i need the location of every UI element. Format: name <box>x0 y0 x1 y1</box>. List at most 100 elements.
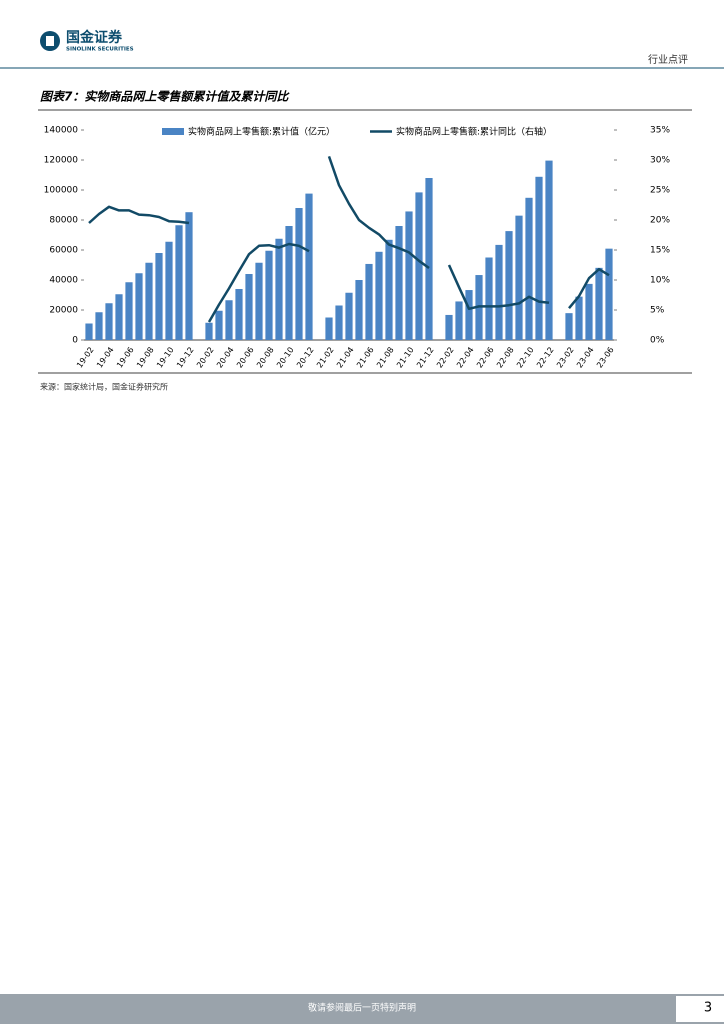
y-tick-label: 20000 <box>49 306 78 316</box>
bar <box>495 244 503 340</box>
bar <box>175 225 183 340</box>
x-tick-label: 23-02 <box>555 345 576 369</box>
bar <box>95 312 103 340</box>
y-tick-label: 100000 <box>44 186 79 196</box>
logo-cn: 国金证券 <box>66 29 123 46</box>
bar <box>605 248 613 340</box>
bar <box>395 226 403 340</box>
bar <box>245 274 253 340</box>
bar <box>455 301 463 340</box>
x-tick-label: 22-06 <box>475 345 496 369</box>
legend-label: 实物商品网上零售额:累计值（亿元） <box>188 126 335 138</box>
bar <box>135 273 143 340</box>
bar <box>285 226 293 340</box>
y-tick-label: 0 <box>72 336 78 346</box>
bar <box>165 241 173 340</box>
x-tick-label: 20-10 <box>275 345 296 369</box>
x-tick-label: 19-12 <box>175 345 196 369</box>
x-tick-label: 20-04 <box>215 345 236 369</box>
legend-label: 实物商品网上零售额:累计同比（右轴） <box>396 126 552 138</box>
y2-tick-label: 20% <box>650 216 670 226</box>
y-tick-label: 140000 <box>44 126 79 136</box>
page-box <box>676 996 724 1022</box>
y-tick-label: 120000 <box>44 156 79 166</box>
bar <box>445 314 453 340</box>
x-tick-label: 20-02 <box>195 345 216 369</box>
bar <box>465 290 473 340</box>
bar <box>235 289 243 340</box>
bar <box>215 310 223 340</box>
bar <box>205 322 213 340</box>
bar <box>385 239 393 340</box>
y2-tick-label: 30% <box>650 156 670 166</box>
legend-swatch <box>162 128 184 135</box>
x-tick-label: 22-08 <box>495 345 516 369</box>
bar <box>355 280 363 340</box>
x-tick-label: 20-12 <box>295 345 316 369</box>
x-tick-label: 21-04 <box>335 345 356 369</box>
bar <box>155 253 163 340</box>
x-tick-label: 20-08 <box>255 345 276 369</box>
bar <box>275 238 283 340</box>
bar <box>305 193 313 340</box>
x-tick-label: 22-10 <box>515 345 536 369</box>
x-tick-label: 19-10 <box>155 345 176 369</box>
section-label: 行业点评 <box>648 53 688 66</box>
bar <box>85 323 93 340</box>
bar <box>185 212 193 340</box>
bar <box>125 282 133 340</box>
x-tick-label: 22-02 <box>435 345 456 369</box>
x-tick-label: 19-02 <box>75 345 96 369</box>
y2-tick-label: 35% <box>650 126 670 136</box>
bar <box>345 292 353 340</box>
bar <box>595 267 603 340</box>
bar <box>225 300 233 340</box>
x-tick-label: 20-06 <box>235 345 256 369</box>
bar <box>535 176 543 340</box>
bar <box>365 263 373 340</box>
x-tick-label: 21-12 <box>415 345 436 369</box>
bar <box>105 303 113 340</box>
bar <box>405 211 413 340</box>
bar <box>325 317 333 340</box>
bar <box>525 197 533 340</box>
bar <box>265 250 273 340</box>
y-tick-label: 80000 <box>49 216 78 226</box>
line <box>88 155 610 323</box>
bar <box>115 294 123 340</box>
y-tick-label: 60000 <box>49 246 78 256</box>
x-tick-label: 21-06 <box>355 345 376 369</box>
x-tick-label: 19-06 <box>115 345 136 369</box>
bar <box>485 257 493 340</box>
x-tick-label: 21-08 <box>375 345 396 369</box>
bar <box>145 262 153 340</box>
footer-notice: 敬请参阅最后一页特别声明 <box>308 1002 416 1014</box>
bar <box>415 192 423 340</box>
figure-title: 图表7：实物商品网上零售额累计值及累计同比 <box>40 90 290 104</box>
bar <box>375 251 383 340</box>
x-tick-label: 23-04 <box>575 345 596 369</box>
bar <box>425 178 433 340</box>
page-number: 3 <box>704 1001 712 1016</box>
bar <box>585 283 593 340</box>
x-tick-label: 22-12 <box>535 345 556 369</box>
x-tick-label: 23-06 <box>595 345 616 369</box>
bar <box>545 160 553 340</box>
x-tick-label: 22-04 <box>455 345 476 369</box>
bar <box>255 262 263 340</box>
logo-en: SINOLINK SECURITIES <box>66 47 134 53</box>
bar <box>505 231 513 340</box>
source: 来源：国家统计局，国金证券研究所 <box>40 382 168 392</box>
y2-tick-label: 10% <box>650 276 670 286</box>
bar <box>335 305 343 340</box>
y2-tick-label: 5% <box>650 306 665 316</box>
bar <box>515 215 523 340</box>
chart: 0 20000 40000 60000 80000 100000 120000 140000 0… <box>44 126 671 370</box>
x-tick-label: 19-08 <box>135 345 156 369</box>
y2-tick-label: 15% <box>650 246 670 256</box>
x-tick-label: 21-10 <box>395 345 416 369</box>
bar <box>295 208 303 340</box>
bar <box>565 313 573 340</box>
